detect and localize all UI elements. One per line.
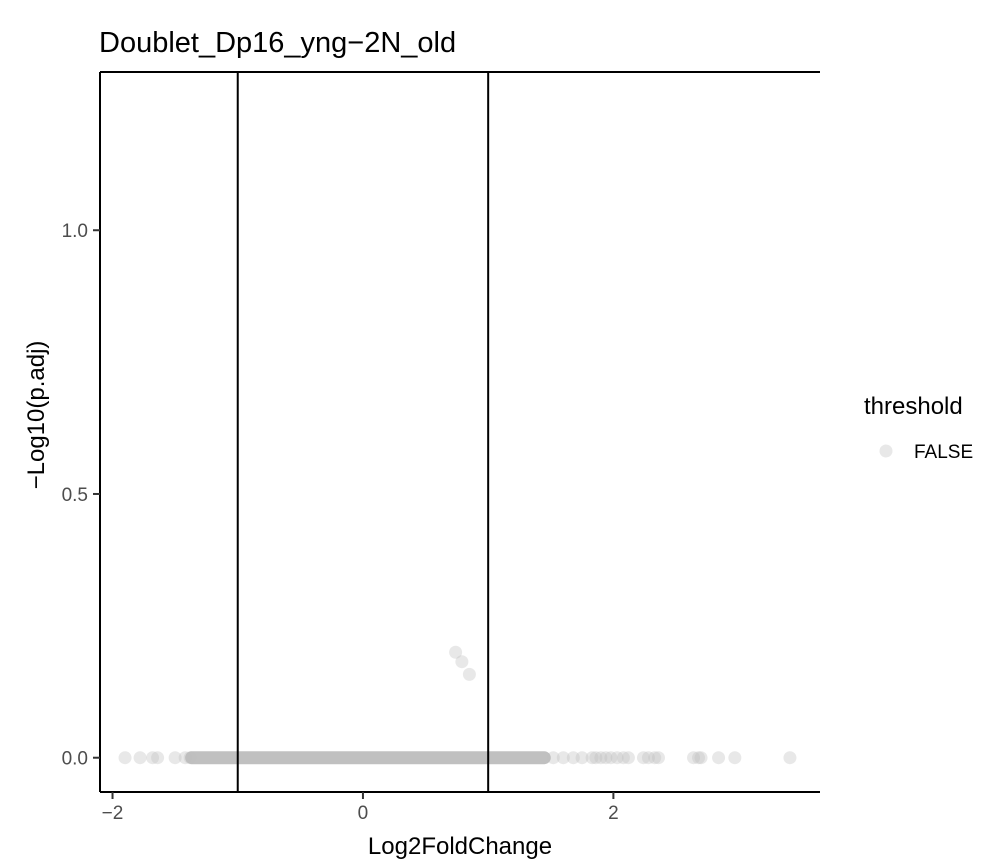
data-point-10	[546, 751, 560, 765]
data-point-3	[118, 751, 132, 765]
data-point-4	[133, 751, 147, 765]
data-point-26	[687, 751, 701, 765]
x-tick-label-2: 2	[608, 803, 619, 824]
x-tick-label-1: 0	[358, 803, 369, 824]
data-point-1	[455, 655, 469, 669]
data-point-11	[556, 751, 570, 765]
data-point-0	[449, 645, 463, 659]
data-point-18	[604, 751, 618, 765]
data-point-13	[575, 751, 589, 765]
x-axis-title: Log2FoldChange	[368, 833, 552, 859]
legend-title: threshold	[864, 393, 963, 420]
data-point-23	[641, 751, 655, 765]
data-point-17	[599, 751, 613, 765]
data-point-27	[692, 751, 706, 765]
plot-area: −2 0 2 0.0 0.5 1.0	[62, 71, 820, 824]
data-point-22	[636, 751, 650, 765]
data-point-25	[651, 751, 665, 765]
dense-point-band	[185, 751, 551, 765]
data-point-30	[728, 751, 742, 765]
data-point-12	[566, 751, 580, 765]
data-point-16	[594, 751, 608, 765]
legend: threshold FALSE	[864, 393, 973, 463]
data-point-21	[621, 751, 635, 765]
data-point-2	[462, 667, 476, 681]
y-tick-label-2: 1.0	[62, 221, 88, 242]
legend-label-false: FALSE	[914, 442, 973, 463]
y-axis-title: −Log10(p.adj)	[23, 341, 50, 490]
data-point-14	[585, 751, 599, 765]
chart-title: Doublet_Dp16_yng−2N_old	[99, 27, 456, 59]
data-point-31	[783, 751, 797, 765]
data-point-7	[168, 751, 182, 765]
data-point-5	[146, 751, 160, 765]
data-point-6	[151, 751, 165, 765]
data-point-19	[610, 751, 624, 765]
legend-swatch-false	[879, 444, 893, 458]
data-point-20	[616, 751, 630, 765]
data-point-24	[648, 751, 662, 765]
y-tick-label-0: 0.0	[62, 749, 88, 770]
data-point-29	[712, 751, 726, 765]
data-point-15	[589, 751, 603, 765]
x-tick-label-0: −2	[102, 803, 124, 824]
data-point-8	[178, 751, 192, 765]
data-point-28	[694, 751, 708, 765]
data-point-9	[183, 751, 197, 765]
y-tick-label-1: 0.5	[62, 485, 88, 506]
